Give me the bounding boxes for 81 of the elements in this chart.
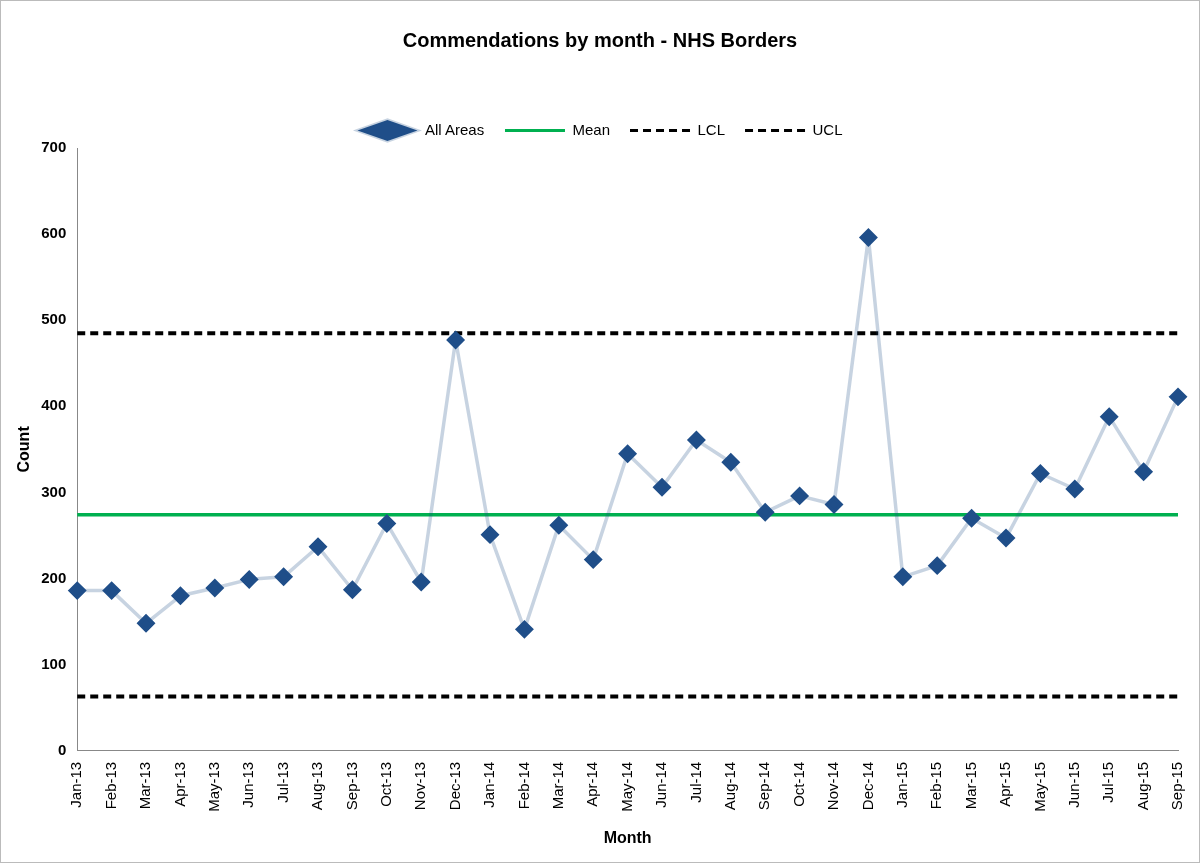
legend-label: Mean	[572, 120, 611, 138]
legend-label: LCL	[697, 120, 726, 138]
point	[550, 516, 568, 534]
point	[68, 581, 86, 600]
x-tick-label: Aug-14	[720, 761, 738, 811]
point	[722, 453, 740, 472]
point	[928, 556, 946, 575]
point	[1100, 407, 1118, 426]
x-tick-label: Jul-14	[686, 761, 704, 803]
x-tick-label: Aug-15	[1133, 761, 1151, 811]
point	[825, 495, 843, 514]
point	[756, 503, 774, 521]
point	[1134, 463, 1153, 481]
x-tick-label: Feb-15	[927, 761, 945, 810]
point	[446, 331, 465, 349]
x-tick-label: Oct-14	[789, 761, 807, 807]
x-tick-label: Feb-14	[514, 761, 532, 810]
x-tick-label: Mar-13	[136, 761, 154, 810]
x-tick-label: Jul-15	[1099, 761, 1117, 803]
y-tick-label: 0	[57, 740, 67, 758]
point	[206, 579, 224, 597]
point	[1031, 464, 1050, 483]
point	[790, 487, 809, 505]
y-tick-label: 500	[41, 310, 67, 328]
point	[515, 620, 534, 639]
point	[618, 444, 637, 463]
point	[997, 529, 1015, 547]
x-tick-label: Sep-15	[1168, 761, 1186, 811]
x-tick-label: Apr-15	[996, 761, 1014, 807]
x-tick-label: Jun-14	[652, 761, 670, 808]
point	[962, 509, 981, 528]
x-tick-label: Dec-13	[445, 761, 463, 811]
y-tick-label: 700	[41, 138, 67, 156]
y-tick-label: 400	[41, 396, 67, 414]
legend-label: UCL	[812, 120, 843, 138]
x-tick-label: Dec-14	[858, 761, 876, 811]
x-tick-label: Sep-13	[342, 761, 360, 811]
point	[343, 581, 362, 599]
point	[378, 514, 396, 533]
x-tick-label: Jan-14	[480, 761, 498, 808]
point	[859, 228, 878, 247]
x-tick-label: Nov-14	[824, 761, 842, 811]
point	[584, 550, 602, 569]
y-axis-title: Count	[15, 425, 33, 473]
x-tick-label: Jan-15	[892, 761, 910, 808]
x-tick-label: Sep-14	[755, 761, 773, 811]
point	[894, 568, 912, 586]
point	[309, 537, 327, 556]
point	[137, 614, 155, 633]
point	[1066, 480, 1084, 498]
point	[102, 581, 121, 600]
x-tick-label: Jun-13	[239, 761, 257, 808]
x-tick-label: Oct-13	[376, 761, 394, 807]
x-tick-label: May-14	[617, 761, 635, 812]
x-tick-label: Apr-13	[170, 761, 188, 807]
x-tick-label: Jul-13	[273, 761, 291, 803]
y-tick-label: 200	[41, 568, 67, 586]
x-tick-label: Mar-14	[548, 761, 566, 810]
x-tick-label: Apr-14	[583, 761, 601, 807]
x-tick-label: Jun-15	[1064, 761, 1082, 808]
y-tick-label: 600	[41, 224, 67, 242]
x-tick-label: Aug-13	[308, 761, 326, 811]
point	[240, 570, 258, 589]
x-tick-label: Nov-13	[411, 761, 429, 811]
point	[274, 568, 293, 586]
x-tick-label: Mar-15	[961, 761, 979, 810]
point	[1169, 388, 1187, 406]
point	[412, 573, 430, 591]
x-tick-label: May-13	[204, 761, 222, 812]
point	[481, 525, 499, 544]
point	[687, 431, 706, 449]
point	[653, 478, 671, 497]
chart-title: Commendations by month - NHS Borders	[402, 28, 798, 51]
legend-label: All Areas	[424, 120, 485, 138]
point	[171, 587, 190, 605]
x-axis-title: Month	[603, 828, 652, 846]
y-tick-label: 300	[41, 482, 67, 500]
x-tick-label: Jan-13	[67, 761, 85, 808]
x-tick-label: Feb-13	[101, 761, 119, 810]
y-tick-label: 100	[41, 654, 67, 672]
x-tick-label: May-15	[1030, 761, 1048, 812]
